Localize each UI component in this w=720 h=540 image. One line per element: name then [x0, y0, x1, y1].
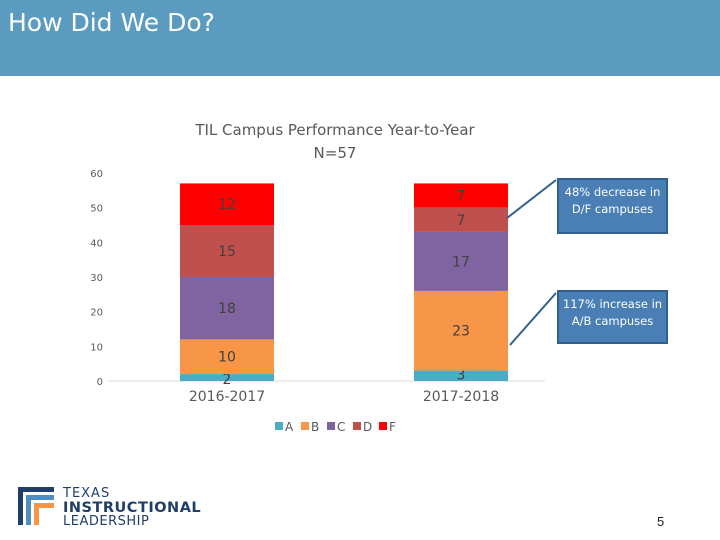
- y-tick-label: 60: [90, 169, 103, 180]
- data-label-B: 10: [218, 350, 236, 366]
- legend-label-C: C: [337, 420, 345, 434]
- legend-swatch-B: [301, 422, 309, 430]
- y-tick-label: 0: [97, 377, 103, 388]
- chart-subtitle: N=57: [314, 144, 357, 162]
- bar-segment-B: [180, 339, 274, 375]
- chart-title: TIL Campus Performance Year-to-Year: [194, 121, 475, 139]
- data-label-D: 15: [218, 244, 236, 260]
- y-tick-label: 20: [90, 308, 103, 319]
- logo-line-instructional: INSTRUCTIONAL: [63, 500, 202, 516]
- bar-segment-D: [180, 225, 274, 277]
- data-label-F: 7: [457, 189, 466, 205]
- data-label-C: 18: [218, 301, 236, 317]
- bar-segment-F: [414, 183, 508, 208]
- y-tick-label: 40: [90, 238, 103, 249]
- data-label-A: 2: [223, 372, 232, 388]
- legend-swatch-F: [379, 422, 387, 430]
- callout-ab-increase: 117% increase in A/B campuses: [557, 290, 668, 344]
- logo-mark-icon: [18, 487, 54, 525]
- bar-segment-D: [414, 207, 508, 232]
- data-label-B: 23: [452, 324, 470, 340]
- bar-segment-A: [180, 374, 274, 381]
- data-label-C: 17: [452, 254, 470, 270]
- x-tick-label: 2016-2017: [189, 389, 265, 405]
- logo: TEXAS INSTRUCTIONAL LEADERSHIP: [18, 487, 228, 529]
- x-tick-label: 2017-2018: [423, 389, 499, 405]
- bar-segment-A: [414, 370, 508, 381]
- y-tick-label: 30: [90, 273, 103, 284]
- legend-label-B: B: [311, 420, 319, 434]
- data-label-F: 12: [218, 197, 236, 213]
- y-tick-label: 50: [90, 204, 103, 215]
- legend-swatch-C: [327, 422, 335, 430]
- page-number: 5: [657, 514, 665, 529]
- callout-pointer-line: [506, 179, 557, 219]
- logo-line-leadership: LEADERSHIP: [63, 514, 150, 529]
- y-tick-label: 10: [90, 342, 103, 353]
- bar-segment-F: [180, 183, 274, 225]
- legend-label-F: F: [389, 420, 396, 434]
- bar-segment-C: [180, 277, 274, 340]
- bar-segment-C: [414, 231, 508, 291]
- callout-pointer-line: [509, 292, 557, 346]
- callout-df-decrease: 48% decrease in D/F campuses: [557, 178, 668, 234]
- bar-segment-B: [414, 290, 508, 371]
- legend-swatch-A: [275, 422, 283, 430]
- data-label-D: 7: [457, 213, 466, 229]
- legend-label-D: D: [363, 420, 372, 434]
- data-label-A: 3: [457, 368, 466, 384]
- legend-swatch-D: [353, 422, 361, 430]
- legend-label-A: A: [285, 420, 294, 434]
- logo-line-texas: TEXAS: [63, 486, 111, 501]
- header-bar: How Did We Do?: [0, 0, 720, 76]
- page-title: How Did We Do?: [8, 8, 215, 37]
